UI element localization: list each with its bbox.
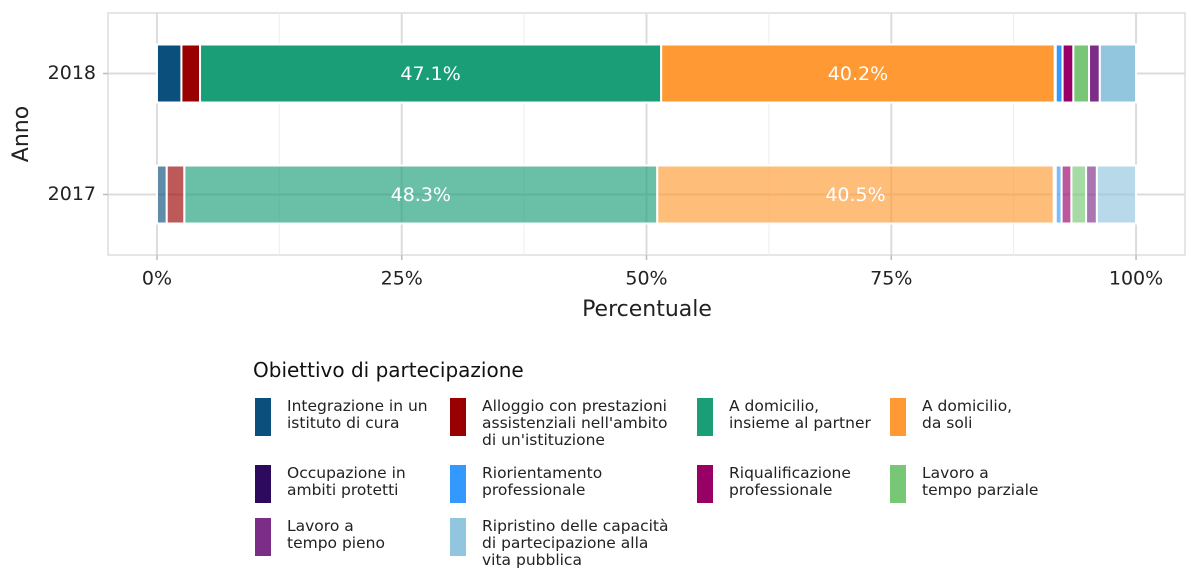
bar-segment [180,43,202,104]
bar-segment [1060,164,1073,225]
value-label: 47.1% [400,63,460,85]
value-label: 40.5% [825,184,885,206]
y-tick-label: 2018 [48,62,96,84]
bar-segment [199,43,663,104]
legend-key [697,398,713,436]
legend-label: Alloggio con prestazioni assistenziali n… [482,397,668,449]
legend-key [450,398,466,436]
legend-item: Ripristino delle capacità di partecipazi… [450,518,669,569]
bar-segment [1070,164,1088,225]
legend-key [697,465,713,503]
legend-key [450,518,466,556]
x-tick-label: 50% [625,268,667,290]
legend-label: Ripristino delle capacità di partecipazi… [482,517,669,569]
x-tick-label: 0% [142,268,172,290]
bar-segment [1054,43,1064,104]
bar-segment [1085,164,1098,225]
legend-key [890,465,906,503]
legend-key [890,398,906,436]
legend-item: Riqualificazione professionale [697,465,851,503]
bar-segment [1061,43,1075,104]
legend-item: Riorientamento professionale [450,465,602,503]
legend-label: A domicilio, da soli [922,397,1013,432]
x-tick-label: 75% [870,268,912,290]
legend-label: Lavoro a tempo parziale [922,464,1039,499]
legend-label: Occupazione in ambiti protetti [287,464,406,499]
legend-key [450,465,466,503]
x-tick-label: 100% [1109,268,1163,290]
bar-segment [1095,164,1138,225]
legend-title: Obiettivo di partecipazione [253,358,524,382]
bar-segment [155,164,168,225]
legend-key [255,465,271,503]
legend-item: Lavoro a tempo pieno [255,518,385,556]
legend-label: Riqualificazione professionale [729,464,851,499]
legend-label: A domicilio, insieme al partner [729,397,871,432]
legend-item: A domicilio, insieme al partner [697,398,871,436]
x-axis-title: Percentuale [582,297,712,322]
bar-segment [155,43,183,104]
legend-label: Integrazione in un istituto di cura [287,397,428,432]
x-tick-label: 25% [381,268,423,290]
bar-segment [1072,43,1091,104]
bar-segment [1088,43,1101,104]
value-label: 40.2% [828,63,888,85]
value-label: 48.3% [391,184,451,206]
legend-item: Lavoro a tempo parziale [890,465,1038,503]
bar-segment [183,164,659,225]
chart: Percentuale Anno 0% 25% 50% 75% 100% 2018 47.1… [9,12,1186,322]
bar-segment [165,164,186,225]
legend-item: Occupazione in ambiti protetti [255,465,406,503]
legend-item: A domicilio, da soli [890,398,1012,436]
bar-segment [1098,43,1138,104]
legend-key [255,398,271,436]
legend-label: Riorientamento professionale [482,464,603,499]
legend-label: Lavoro a tempo pieno [287,517,385,552]
bar-segment [660,43,1056,104]
y-axis-title: Anno [9,106,34,162]
legend-item: Alloggio con prestazioni assistenziali n… [450,398,668,449]
legend-item: Integrazione in un istituto di cura [255,398,428,436]
y-tick-label: 2017 [48,183,96,205]
bar-segment [656,164,1055,225]
legend-key [255,518,271,556]
